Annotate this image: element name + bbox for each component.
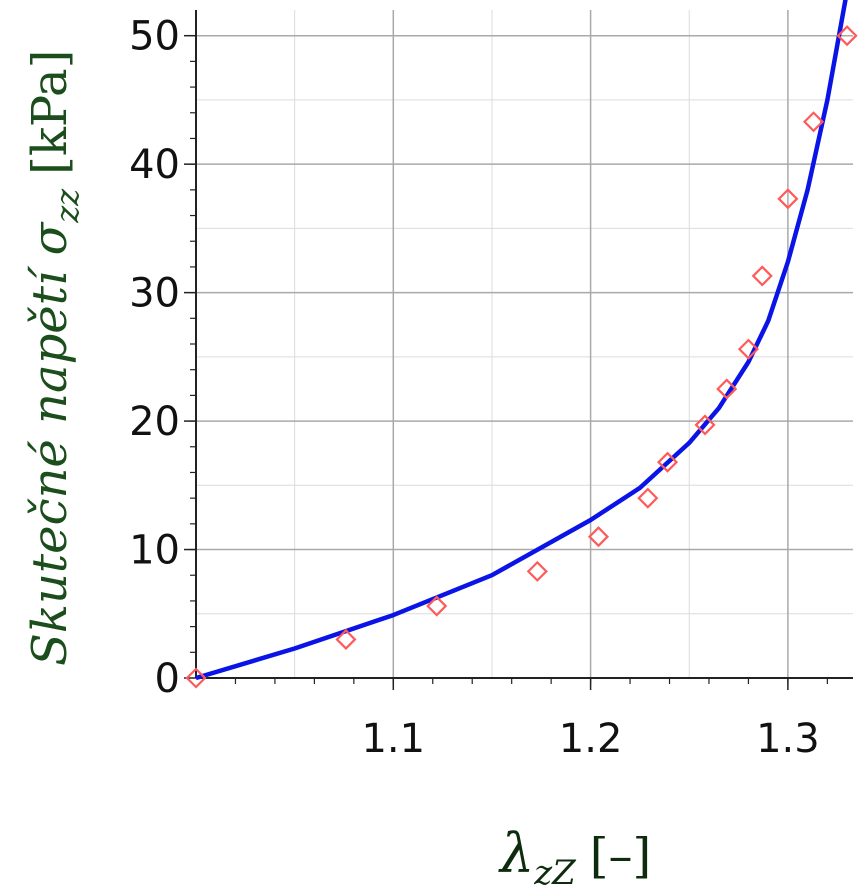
y-tick-label: 20 xyxy=(129,399,180,445)
x-tick-label: 1.1 xyxy=(361,716,425,762)
x-tick-label: 1.2 xyxy=(559,716,623,762)
grid xyxy=(196,10,853,678)
y-tick-label: 0 xyxy=(155,656,180,702)
tick-labels: 0 10 20 30 40 50 1.1 1.2 1.3 xyxy=(129,14,820,762)
data-point-marker xyxy=(426,595,448,617)
data-point-marker xyxy=(335,628,357,651)
y-axis-text: Skutečné napětí σ xyxy=(22,221,78,666)
axes xyxy=(184,10,853,690)
y-tick-label: 50 xyxy=(129,14,180,60)
data-point-marker xyxy=(716,378,738,400)
series xyxy=(185,0,858,689)
x-axis-symbol: λ xyxy=(498,822,534,885)
data-point-marker xyxy=(836,25,858,47)
y-axis-title: Skutečné napětí σzz [kPa] xyxy=(22,50,86,666)
y-axis-unit: [kPa] xyxy=(22,50,78,175)
data-point-marker xyxy=(637,487,659,509)
data-point-marker xyxy=(656,451,679,473)
y-tick-label: 10 xyxy=(129,528,180,574)
y-tick-label: 30 xyxy=(129,271,180,317)
x-axis-unit: [–] xyxy=(590,828,651,884)
data-point-marker xyxy=(737,338,759,360)
data-point-marker xyxy=(802,111,825,133)
x-tick-label: 1.3 xyxy=(756,716,820,762)
data-point-marker xyxy=(751,265,773,287)
x-axis-subscript: zZ xyxy=(533,853,577,890)
fit-curve xyxy=(195,0,848,681)
y-tick-label: 40 xyxy=(129,142,180,188)
data-point-marker xyxy=(777,188,799,210)
data-point-marker xyxy=(185,667,207,689)
data-point-marker xyxy=(526,560,548,582)
data-point-marker xyxy=(587,526,610,548)
x-axis-title: λzZ [–] xyxy=(498,822,651,890)
y-axis-subscript: zz xyxy=(48,188,86,224)
data-point-marker xyxy=(694,414,716,436)
